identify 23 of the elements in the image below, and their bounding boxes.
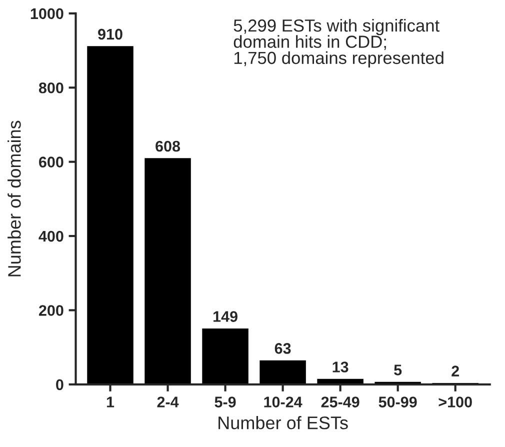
annotation: 5,299 ESTs with significant domain hits in CDD; 1,750 domains represented bbox=[234, 18, 444, 68]
x-tick-label: 2-4 bbox=[157, 396, 179, 408]
y-tick-label: 600 bbox=[39, 156, 64, 168]
x-tick-label: 5-9 bbox=[214, 396, 236, 408]
data-label: 13 bbox=[332, 362, 348, 372]
data-label: 5 bbox=[394, 364, 402, 376]
data-label: 608 bbox=[156, 140, 180, 152]
y-tick-label: 800 bbox=[38, 82, 64, 94]
data-label: 63 bbox=[274, 343, 291, 354]
data-label: 149 bbox=[214, 311, 238, 322]
data-label: 910 bbox=[98, 28, 122, 40]
x-tick-label: >100 bbox=[438, 396, 472, 408]
y-tick-label: 200 bbox=[38, 305, 64, 316]
y-tick-label: 400 bbox=[38, 230, 64, 242]
y-tick-label: 1000 bbox=[30, 8, 64, 20]
x-tick-label: 25-49 bbox=[321, 396, 360, 408]
x-tick-label: 10-24 bbox=[264, 396, 302, 408]
x-tick-label: 1 bbox=[106, 396, 114, 408]
data-label: 2 bbox=[452, 366, 459, 376]
x-axis-title: Number of ESTs bbox=[218, 416, 348, 430]
y-axis-title: Number of domains bbox=[8, 120, 21, 276]
y-tick-label: 0 bbox=[56, 379, 64, 390]
x-tick-label: 50-99 bbox=[378, 396, 417, 408]
